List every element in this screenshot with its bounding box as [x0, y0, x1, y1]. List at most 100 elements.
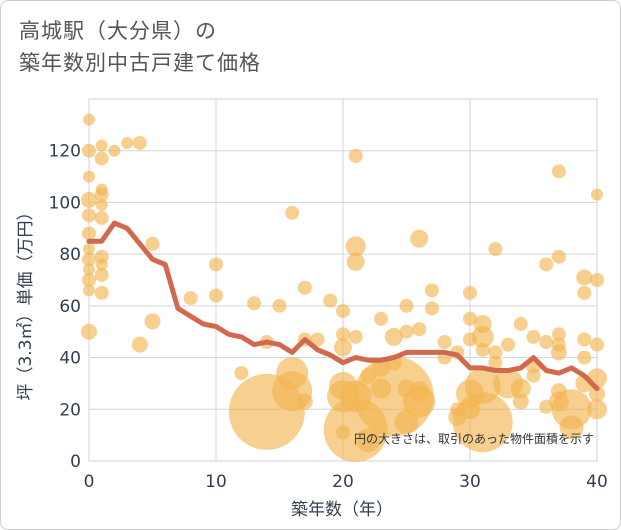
data-bubble: [399, 298, 414, 313]
data-bubble: [397, 379, 416, 398]
data-bubble: [559, 415, 584, 440]
bubble-size-note: 円の大きさは、取引のあった物件面積を示す: [354, 431, 594, 446]
data-bubble: [94, 210, 109, 225]
y-tick-label: 20: [59, 400, 81, 420]
data-bubble: [336, 327, 350, 342]
data-bubble: [488, 355, 503, 370]
data-bubble: [95, 139, 108, 152]
y-axis-ticks: 0 20 40 60 80 100 120: [49, 142, 81, 472]
data-bubble: [276, 357, 309, 390]
data-bubble: [95, 199, 108, 212]
data-bubble: [297, 280, 312, 295]
data-bubble: [450, 402, 465, 417]
data-bubble: [83, 242, 95, 255]
data-bubble: [473, 314, 492, 333]
data-bubble: [345, 236, 366, 257]
data-bubble: [463, 311, 477, 326]
data-bubble: [539, 257, 554, 272]
data-bubble: [247, 296, 262, 311]
data-bubble: [424, 301, 439, 316]
data-bubble: [310, 332, 325, 347]
x-axis-label: 築年数（年）: [291, 500, 393, 520]
data-bubble: [82, 143, 96, 158]
average-price-line: [86, 220, 600, 392]
data-bubble: [183, 291, 198, 306]
data-bubble: [82, 226, 96, 241]
data-bubble: [576, 269, 593, 286]
data-bubble: [81, 323, 97, 340]
y-tick-label: 120: [49, 142, 81, 162]
data-bubble: [374, 311, 389, 326]
data-bubble: [510, 378, 531, 399]
data-bubble: [513, 316, 528, 331]
y-tick-label: 80: [59, 245, 81, 265]
data-bubble: [590, 273, 604, 287]
data-bubble: [394, 410, 419, 435]
y-tick-label: 0: [70, 452, 81, 472]
data-bubble: [526, 329, 541, 344]
data-bubble: [144, 313, 161, 330]
data-bubble: [424, 283, 439, 298]
data-bubble: [132, 135, 147, 150]
data-bubble: [577, 285, 592, 300]
data-bubble: [360, 367, 377, 384]
data-bubble: [285, 205, 300, 220]
y-axis-label: 坪（3.3㎡）単価（万円）: [16, 203, 36, 400]
data-bubble: [82, 208, 96, 223]
data-bubble: [475, 342, 490, 357]
data-bubble: [399, 324, 414, 339]
data-bubble: [272, 298, 287, 313]
data-bubble: [131, 336, 148, 353]
data-bubble: [82, 252, 96, 267]
y-tick-label: 100: [49, 193, 81, 213]
data-bubble: [371, 378, 392, 399]
data-bubble: [209, 257, 223, 272]
data-bubble: [551, 249, 566, 264]
data-bubble: [471, 325, 494, 348]
data-bubble: [82, 273, 96, 287]
data-bubble: [83, 113, 95, 126]
data-bubble: [234, 366, 249, 381]
data-bubble: [539, 399, 554, 414]
data-bubble: [94, 267, 109, 282]
data-bubble: [587, 399, 607, 420]
x-tick-label: 40: [586, 472, 608, 492]
data-bubble: [121, 136, 134, 149]
data-bubble: [83, 170, 95, 183]
data-bubble: [348, 148, 363, 163]
x-tick-label: 20: [332, 472, 354, 492]
data-bubble: [83, 263, 95, 276]
data-bubble: [372, 358, 391, 377]
x-tick-label: 30: [459, 472, 481, 492]
data-bubble: [488, 345, 503, 360]
chart-title-line1: 高城駅（大分県）の: [19, 19, 217, 43]
data-bubble: [95, 183, 108, 196]
data-bubble: [577, 332, 592, 347]
y-tick-label: 60: [59, 297, 81, 317]
data-bubble: [94, 285, 109, 300]
x-tick-label: 10: [205, 472, 227, 492]
data-bubble: [512, 393, 529, 410]
data-bubble: [412, 322, 427, 337]
data-bubble: [551, 337, 566, 352]
chart-title: 高城駅（大分県）の 築年数別中古戸建て価格: [19, 15, 261, 79]
data-bubble: [356, 428, 381, 453]
data-bubble: [94, 151, 109, 166]
bubbles: [81, 113, 607, 462]
x-tick-label: 0: [84, 472, 95, 492]
data-bubble: [209, 288, 223, 303]
data-bubble: [346, 252, 365, 271]
data-bubble: [145, 236, 160, 251]
data-bubble: [384, 327, 403, 346]
data-bubble: [108, 144, 121, 157]
data-bubble: [410, 229, 429, 248]
data-bubble: [456, 379, 484, 408]
data-bubble: [488, 241, 503, 256]
data-bubble: [577, 350, 592, 365]
data-bubble: [551, 164, 566, 179]
data-bubble: [336, 425, 350, 440]
data-bubble: [526, 368, 541, 383]
data-bubble: [550, 383, 567, 400]
x-axis-ticks: 0 10 20 30 40: [84, 472, 608, 492]
